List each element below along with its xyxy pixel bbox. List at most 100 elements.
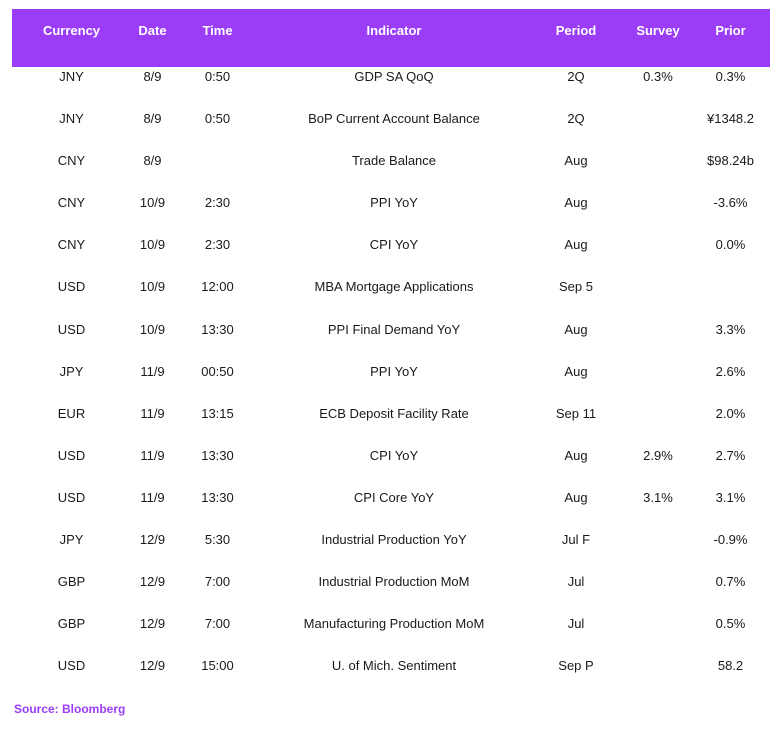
- cell-currency: JNY: [59, 111, 84, 127]
- cell-currency: USD: [57, 489, 86, 505]
- table-row: JPY 12/9 5:30 Industrial Production YoY Jul …: [12, 530, 770, 572]
- economic-calendar-table: Currency Date Time Indicator Period Surv…: [12, 9, 770, 698]
- header-date: Date: [138, 23, 167, 38]
- table-row: CNY 10/9 2:30 PPI YoY Aug -3.6%: [12, 193, 770, 235]
- cell-period: 2Q: [567, 111, 585, 127]
- cell-indicator: PPI Final Demand YoY: [327, 321, 461, 337]
- cell-currency: JPY: [59, 363, 84, 379]
- cell-date: 10/9: [139, 195, 166, 211]
- table-row: GBP 12/9 7:00 Manufacturing Production MoM J…: [12, 614, 770, 656]
- cell-indicator: CPI Core YoY: [353, 489, 435, 505]
- cell-date: 11/9: [140, 405, 165, 421]
- cell-date: 10/9: [139, 321, 166, 337]
- table-row: CNY 8/9 Trade Balance Aug $98.24b: [12, 151, 770, 193]
- table-row: CNY 10/9 2:30 CPI YoY Aug 0.0%: [12, 235, 770, 277]
- cell-period: Jul F: [561, 532, 591, 548]
- cell-survey: [625, 151, 691, 193]
- cell-period: Aug: [564, 195, 588, 211]
- cell-indicator: Industrial Production YoY: [321, 532, 467, 548]
- cell-indicator: ECB Deposit Facility Rate: [319, 405, 469, 421]
- cell-period: Aug: [564, 447, 588, 463]
- cell-time: 13:15: [201, 405, 234, 421]
- header-time: Time: [202, 23, 233, 38]
- cell-period: Sep 11: [555, 405, 597, 421]
- cell-period: Aug: [564, 237, 588, 253]
- cell-prior: 58.2: [717, 658, 744, 674]
- cell-time: 2:30: [204, 237, 231, 253]
- table-row: EUR 11/9 13:15 ECB Deposit Facility Rate Sep…: [12, 404, 770, 446]
- cell-period: Aug: [564, 489, 588, 505]
- cell-indicator: Manufacturing Production MoM: [303, 616, 485, 632]
- cell-date: 11/9: [140, 363, 165, 379]
- cell-survey: [625, 404, 691, 446]
- cell-date: 12/9: [139, 616, 166, 632]
- cell-time: 00:50: [201, 363, 234, 379]
- header-currency: Currency: [42, 23, 101, 38]
- cell-survey: [625, 235, 691, 277]
- cell-period: Jul: [567, 616, 585, 632]
- cell-currency: CNY: [57, 195, 86, 211]
- cell-time: 5:30: [204, 532, 231, 548]
- cell-indicator: MBA Mortgage Applications: [314, 279, 474, 295]
- cell-date: 11/9: [140, 489, 165, 505]
- cell-period: Aug: [564, 321, 588, 337]
- cell-time: [174, 151, 261, 193]
- cell-period: 2Q: [567, 69, 585, 84]
- cell-time: 13:30: [201, 447, 234, 463]
- cell-time: 12:00: [201, 279, 234, 295]
- header-prior: Prior: [715, 23, 746, 38]
- cell-period: Sep 5: [559, 279, 593, 295]
- table-row: JPY 11/9 00:50 PPI YoY Aug 2.6%: [12, 362, 770, 404]
- cell-survey: [625, 193, 691, 235]
- cell-date: 8/9: [143, 153, 162, 169]
- cell-survey: [625, 572, 691, 614]
- table-row: JNY 8/9 0:50 BoP Current Account Balance 2Q ¥…: [12, 109, 770, 151]
- cell-currency: CNY: [57, 153, 86, 169]
- cell-time: 0:50: [204, 111, 231, 127]
- cell-prior: [691, 277, 770, 319]
- cell-survey: [625, 277, 691, 319]
- cell-time: 13:30: [201, 321, 234, 337]
- cell-indicator: U. of Mich. Sentiment: [331, 658, 457, 674]
- cell-indicator: Industrial Production MoM: [318, 574, 470, 590]
- cell-prior: $98.24b: [707, 153, 754, 169]
- cell-time: 13:30: [201, 489, 234, 505]
- cell-prior: 3.1%: [715, 489, 746, 505]
- cell-survey: [625, 109, 691, 151]
- cell-prior: -3.6%: [713, 195, 748, 211]
- cell-period: Jul: [567, 574, 585, 590]
- cell-period: Aug: [564, 153, 588, 169]
- cell-prior: 0.3%: [715, 69, 746, 84]
- cell-indicator: PPI YoY: [370, 195, 418, 211]
- cell-prior: 0.0%: [715, 237, 746, 253]
- table-row: USD 10/9 12:00 MBA Mortgage Applications Sep…: [12, 277, 770, 319]
- cell-indicator: Trade Balance: [351, 153, 437, 169]
- table-row: USD 12/9 15:00 U. of Mich. Sentiment Sep P 58…: [12, 656, 770, 698]
- cell-date: 10/9: [139, 237, 166, 253]
- cell-survey: 0.3%: [643, 69, 673, 84]
- header-period: Period: [555, 23, 597, 38]
- cell-survey: [625, 320, 691, 362]
- cell-period: Aug: [564, 363, 588, 379]
- cell-survey: [625, 530, 691, 572]
- table-row: USD 11/9 13:30 CPI YoY Aug 2.9% 2.7%: [12, 446, 770, 488]
- table-header: Currency Date Time Indicator Period Surv…: [12, 9, 770, 67]
- table-row: GBP 12/9 7:00 Industrial Production MoM Jul 0…: [12, 572, 770, 614]
- header-indicator: Indicator: [366, 23, 422, 38]
- cell-indicator: CPI YoY: [369, 237, 419, 253]
- cell-time: 7:00: [204, 616, 231, 632]
- cell-survey: [625, 362, 691, 404]
- cell-prior: 0.5%: [715, 616, 746, 632]
- table-row: JNY 8/9 0:50 GDP SA QoQ 2Q 0.3% 0.3%: [12, 67, 770, 109]
- cell-currency: USD: [57, 321, 86, 337]
- cell-indicator: BoP Current Account Balance: [308, 111, 480, 127]
- cell-date: 12/9: [139, 658, 166, 674]
- table-row: USD 10/9 13:30 PPI Final Demand YoY Aug 3.3%: [12, 320, 770, 362]
- cell-indicator: PPI YoY: [370, 363, 418, 379]
- cell-time: 7:00: [204, 574, 231, 590]
- cell-currency: JPY: [59, 532, 84, 548]
- cell-prior: -0.9%: [713, 532, 748, 548]
- cell-survey: 2.9%: [643, 447, 673, 463]
- cell-indicator: CPI YoY: [369, 447, 419, 463]
- cell-date: 11/9: [140, 447, 165, 463]
